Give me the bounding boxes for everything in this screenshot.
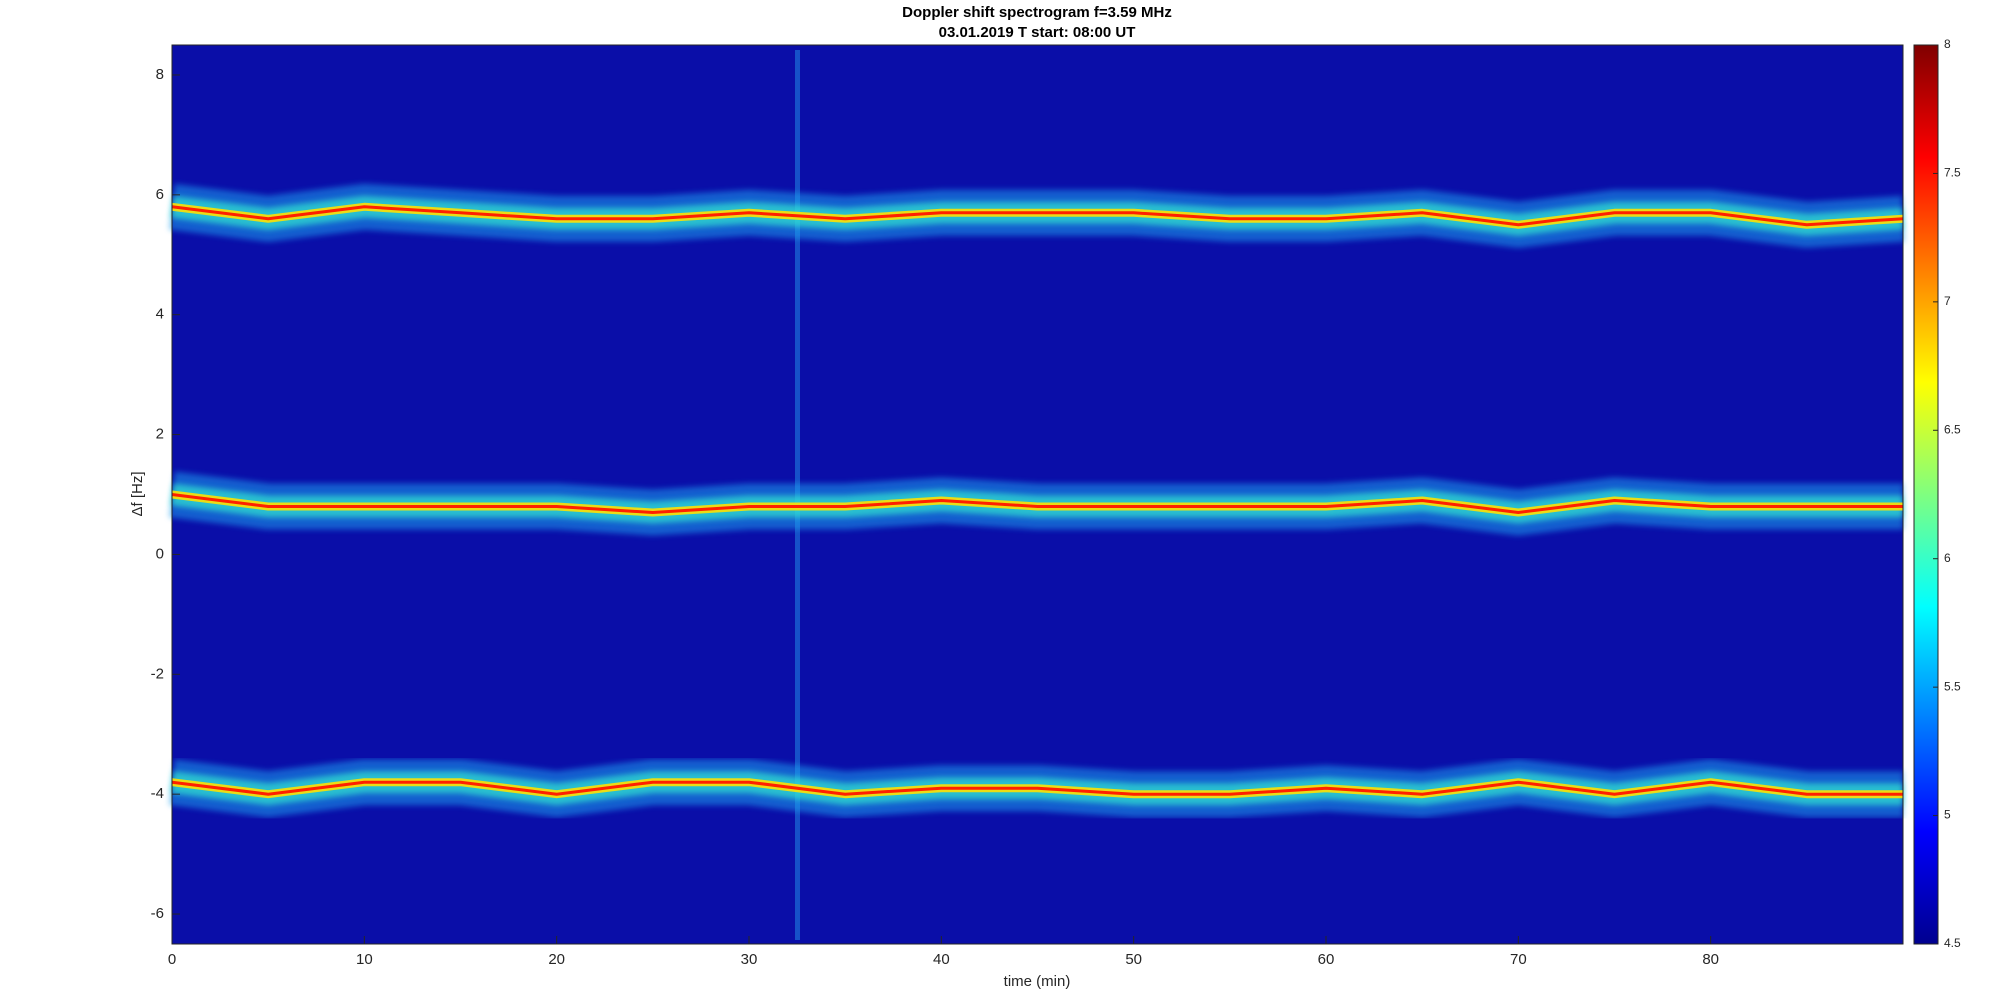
x-tick-label: 10 bbox=[356, 951, 373, 968]
x-tick-label: 0 bbox=[168, 951, 176, 968]
y-tick-label: -2 bbox=[151, 665, 164, 682]
colorbar-tick-label: 6.5 bbox=[1944, 422, 1961, 436]
trace bbox=[171, 493, 1903, 514]
chart-title: Doppler shift spectrogram f=3.59 MHz bbox=[902, 4, 1172, 21]
x-tick-label: 40 bbox=[933, 951, 950, 968]
y-tick-label: 0 bbox=[156, 545, 164, 562]
colorbar-tick-label: 5.5 bbox=[1944, 679, 1961, 693]
x-tick-label: 30 bbox=[741, 951, 758, 968]
colorbar-tick-label: 5 bbox=[1944, 808, 1951, 822]
plot-frame bbox=[171, 44, 1904, 945]
x-tick-label: 20 bbox=[548, 951, 565, 968]
colorbar-tick-label: 7.5 bbox=[1944, 166, 1961, 180]
y-tick-label: 6 bbox=[156, 186, 164, 203]
x-tick-label: 70 bbox=[1510, 951, 1527, 968]
x-tick-label: 50 bbox=[1125, 951, 1142, 968]
trace bbox=[171, 205, 1904, 227]
colorbar-tick-label: 7 bbox=[1944, 294, 1951, 308]
y-axis-label: Δf [Hz] bbox=[129, 471, 146, 516]
chart-subtitle: 03.01.2019 T start: 08:00 UT bbox=[939, 24, 1136, 41]
y-tick-label: 4 bbox=[156, 306, 164, 323]
colorbar-tick-label: 6 bbox=[1944, 551, 1951, 565]
y-tick-label: -4 bbox=[151, 785, 164, 802]
x-tick-label: 60 bbox=[1318, 951, 1335, 968]
x-axis-label: time (min) bbox=[1004, 973, 1071, 990]
colorbar bbox=[1913, 44, 1939, 945]
trace bbox=[171, 780, 1903, 796]
y-tick-label: 8 bbox=[156, 66, 164, 83]
colorbar-tick-label: 4.5 bbox=[1944, 936, 1961, 950]
y-tick-label: 2 bbox=[156, 426, 164, 443]
y-tick-label: -6 bbox=[151, 905, 164, 922]
x-tick-label: 80 bbox=[1702, 951, 1719, 968]
colorbar-tick-label: 8 bbox=[1944, 37, 1951, 51]
